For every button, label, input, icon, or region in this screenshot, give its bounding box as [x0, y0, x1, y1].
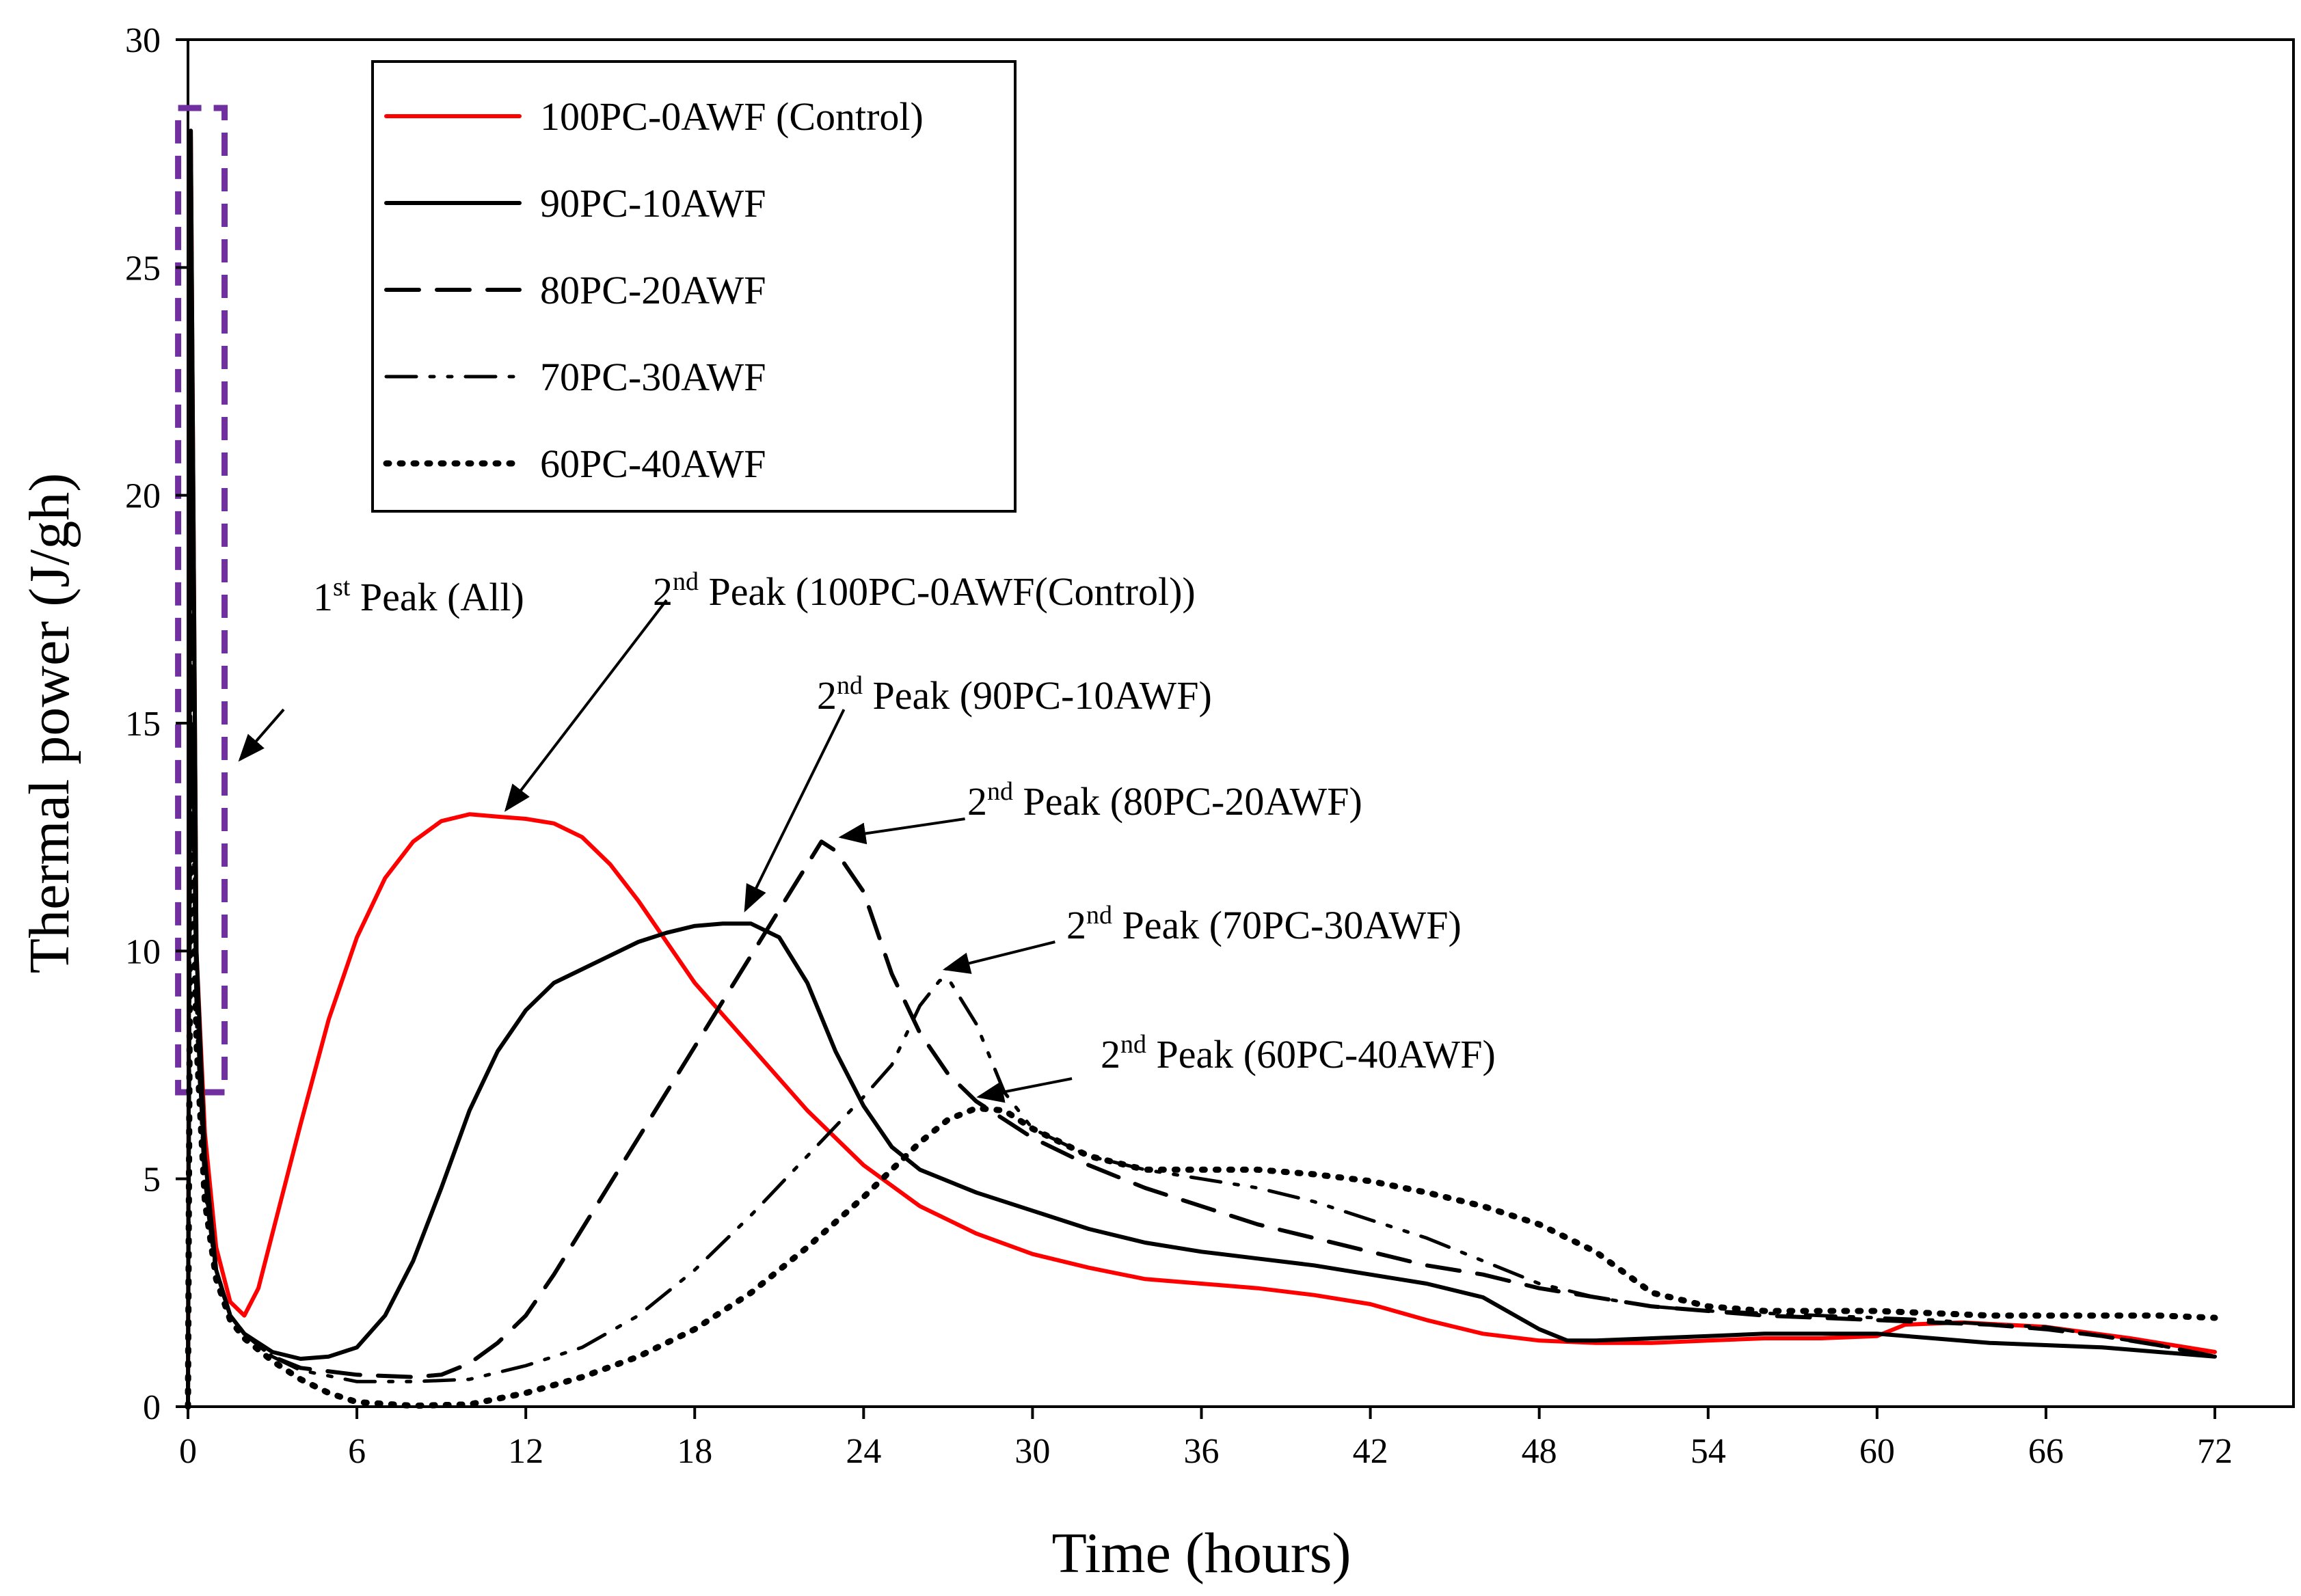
- annotation-peak2-70: 2nd Peak (70PC-30AWF): [942, 901, 1462, 974]
- annotation-arrow: [744, 709, 846, 912]
- x-tick-label: 42: [1353, 1432, 1388, 1471]
- x-tick-label: 66: [2028, 1432, 2064, 1471]
- legend: 100PC-0AWF (Control) 90PC-10AWF 80PC-20AWF…: [371, 60, 1017, 513]
- series-line-3: [186, 675, 2217, 1409]
- annotation-peak2-control: 2nd Peak (100PC-0AWF(Control)): [504, 567, 1196, 812]
- y-tick-label: 10: [125, 932, 161, 971]
- annotation-arrow: [976, 1077, 1073, 1103]
- x-tick-label: 6: [348, 1432, 366, 1471]
- annotation-text: 1st Peak (All): [313, 573, 524, 619]
- series-line-1: [186, 129, 2217, 1409]
- x-tick-label: 36: [1184, 1432, 1220, 1471]
- annotation-peak2-60: 2nd Peak (60PC-40AWF): [976, 1030, 1496, 1103]
- x-tick-label: 18: [677, 1432, 712, 1471]
- y-tick-label: 20: [125, 477, 161, 516]
- x-tick-label: 12: [508, 1432, 543, 1471]
- y-tick-label: 30: [125, 21, 161, 60]
- x-axis-title: Time (hours): [1052, 1521, 1351, 1585]
- y-tick-label: 0: [143, 1388, 161, 1427]
- annotation-peak1: 1st Peak (All): [238, 573, 524, 762]
- annotation-peak2-90: 2nd Peak (90PC-10AWF): [744, 671, 1212, 912]
- y-axis-title: Thermal power (J/gh): [18, 473, 81, 973]
- annotation-arrow: [238, 708, 285, 762]
- legend-label-3: 70PC-30AWF: [540, 355, 766, 399]
- legend-label-2: 80PC-20AWF: [540, 268, 766, 312]
- x-tick-label: 48: [1522, 1432, 1557, 1471]
- series-layer: [185, 129, 2218, 1410]
- legend-box: [371, 60, 1017, 513]
- y-tick-label: 25: [125, 249, 161, 288]
- legend-label-0: 100PC-0AWF (Control): [540, 94, 924, 139]
- x-tick-label: 72: [2197, 1432, 2233, 1471]
- x-tick-label: 54: [1691, 1432, 1726, 1471]
- annotation-arrow: [504, 599, 668, 812]
- annotation-text: 2nd Peak (70PC-30AWF): [1066, 901, 1462, 947]
- annotation-text: 2nd Peak (80PC-20AWF): [967, 777, 1362, 824]
- y-tick-label: 15: [125, 705, 161, 744]
- y-tick-label: 5: [143, 1161, 161, 1200]
- axes-layer: 0 6 12 18 24 30 36 42 48 54 60 66 72 0 5 10 15 20 25 30: [125, 21, 2233, 1471]
- annotation-arrow: [942, 941, 1055, 974]
- x-tick-label: 0: [179, 1432, 197, 1471]
- x-tick-label: 24: [846, 1432, 881, 1471]
- annotation-peak2-80: 2nd Peak (80PC-20AWF): [838, 777, 1362, 845]
- series-line-4: [185, 766, 2218, 1410]
- annotation-text: 2nd Peak (60PC-40AWF): [1101, 1030, 1496, 1077]
- annotation-arrow: [838, 817, 965, 845]
- annotation-text: 2nd Peak (100PC-0AWF(Control)): [653, 567, 1196, 614]
- annotation-layer: 1st Peak (All) 2nd Peak (100PC-0AWF(Contr…: [238, 567, 1496, 1103]
- series-line-2: [186, 584, 2217, 1409]
- legend-label-4: 60PC-40AWF: [540, 442, 766, 486]
- annotation-text: 2nd Peak (90PC-10AWF): [817, 671, 1212, 718]
- x-tick-label: 30: [1014, 1432, 1050, 1471]
- legend-label-1: 90PC-10AWF: [540, 181, 766, 226]
- x-tick-label: 60: [1859, 1432, 1895, 1471]
- series-line-0: [186, 129, 2217, 1409]
